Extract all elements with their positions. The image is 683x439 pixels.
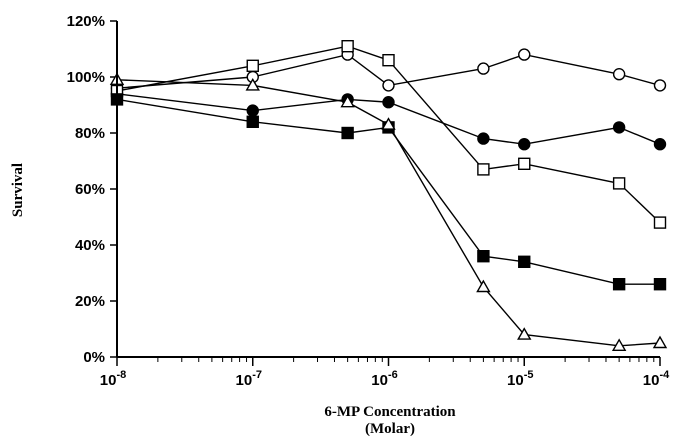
data-point-filled-circle <box>653 137 667 151</box>
series-line <box>116 98 660 285</box>
data-point-open-triangle <box>340 94 355 108</box>
data-point-filled-square <box>518 255 531 268</box>
data-point-filled-square <box>341 126 354 140</box>
series-line <box>116 79 661 347</box>
series-line <box>116 45 661 224</box>
data-point-open-square <box>477 163 490 176</box>
data-point-open-triangle <box>381 117 396 130</box>
x-axis-title: 6-MP Concentration <box>324 404 456 420</box>
data-point-open-circle <box>477 62 490 75</box>
data-point-open-triangle <box>476 279 491 293</box>
data-point-open-circle <box>382 79 395 92</box>
y-tick-label: 40% <box>75 237 105 254</box>
y-tick-label: 0% <box>83 349 105 366</box>
y-axis-ticks: 0% 20% 40% 60% 80% 100% 120% <box>67 13 117 366</box>
x-tick-label: 10-8 <box>100 369 126 389</box>
plot-area <box>109 40 668 351</box>
data-point-filled-square <box>653 278 667 291</box>
x-tick-label: 10-7 <box>236 369 262 389</box>
y-tick-label: 60% <box>75 181 105 198</box>
data-point-open-square <box>518 157 531 171</box>
x-axis-unit: (Molar) <box>365 421 415 437</box>
series-line <box>116 53 661 89</box>
data-point-open-square <box>382 54 395 67</box>
data-point-open-square <box>612 177 626 190</box>
data-point-filled-circle <box>612 121 626 134</box>
y-tick-label: 80% <box>75 125 105 142</box>
x-tick-label: 10-5 <box>507 369 533 389</box>
data-point-open-triangle <box>245 77 260 91</box>
data-point-open-circle <box>612 67 626 81</box>
y-axis-title: Survival <box>10 163 26 217</box>
data-point-open-triangle <box>517 327 532 340</box>
data-point-open-square <box>653 216 667 229</box>
x-axis-ticks: 10-8 10-7 10-6 10-5 10-4 <box>100 357 670 389</box>
y-tick-label: 20% <box>75 293 105 310</box>
data-point-filled-circle <box>246 104 259 117</box>
y-tick-label: 100% <box>67 69 105 86</box>
data-point-filled-square <box>477 249 490 263</box>
x-tick-label: 10-6 <box>371 369 397 389</box>
data-point-open-triangle <box>652 335 668 349</box>
data-point-open-circle <box>653 79 667 92</box>
series-line <box>116 93 661 145</box>
data-point-filled-square <box>246 115 259 129</box>
data-point-filled-circle <box>518 137 531 151</box>
data-point-open-square <box>341 40 354 53</box>
data-point-filled-circle <box>382 95 395 109</box>
data-point-filled-circle <box>477 132 490 145</box>
data-point-open-triangle <box>611 338 627 351</box>
y-tick-label: 120% <box>67 13 105 30</box>
data-point-filled-square <box>612 278 626 291</box>
data-point-open-square <box>246 59 259 72</box>
data-point-open-circle <box>518 48 531 61</box>
x-tick-label: 10-4 <box>643 369 670 389</box>
series-open-triangle <box>109 72 668 351</box>
